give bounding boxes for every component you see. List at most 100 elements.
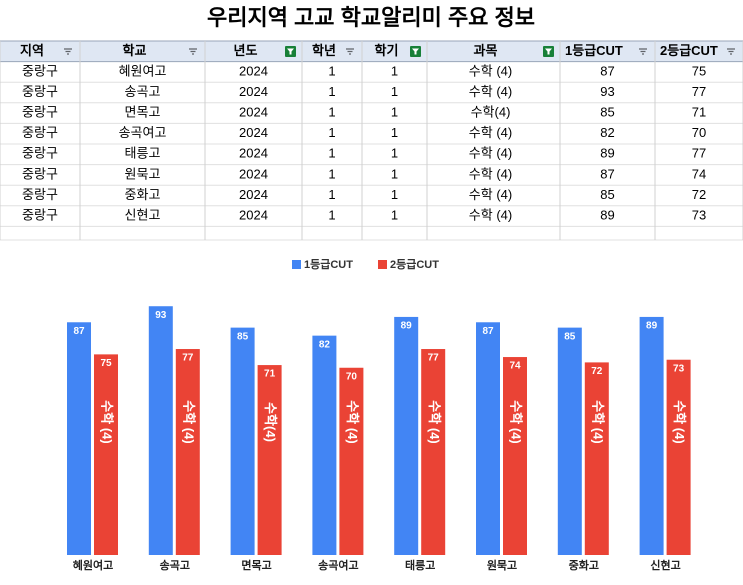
table-cell: 87	[600, 63, 614, 78]
table-cell: 1	[391, 63, 398, 78]
bar-annotation: 수학 (4)	[100, 400, 115, 443]
table-cell: 1	[328, 105, 335, 120]
table-cell: 2024	[239, 84, 268, 99]
table-cell: 2024	[239, 125, 268, 140]
table-cell: 72	[692, 187, 706, 202]
column-header: 과목	[474, 43, 498, 58]
bar	[257, 365, 282, 555]
data-label: 85	[237, 331, 249, 342]
table-cell: 1	[391, 105, 398, 120]
page-title: 우리지역 고교 학교알리미 주요 정보	[207, 5, 535, 30]
table-cell: 77	[692, 146, 706, 161]
column-header: 학기	[375, 43, 399, 58]
table-cell: 중랑구	[22, 146, 58, 161]
bar-annotation: 수학(4)	[263, 402, 278, 442]
filter-icon	[727, 48, 735, 55]
table-cell: 수학 (4)	[469, 166, 512, 181]
column-header: 1등급CUT	[565, 43, 623, 58]
table-cell: 중랑구	[22, 187, 58, 202]
data-label: 75	[100, 358, 112, 369]
table-cell: 73	[692, 208, 706, 223]
bar	[584, 362, 609, 555]
column-header: 학년	[312, 43, 336, 58]
filter-icon	[639, 48, 647, 55]
table-cell: 75	[692, 63, 706, 78]
table-cell: 2024	[239, 208, 268, 223]
table-cell: 1	[328, 146, 335, 161]
table-cell: 1	[391, 146, 398, 161]
x-tick-label: 신현고	[650, 558, 680, 572]
bar	[666, 359, 691, 555]
table-cell: 중랑구	[22, 125, 58, 140]
table-cell: 89	[600, 146, 614, 161]
table-cell: 1	[328, 125, 335, 140]
table-cell: 태릉고	[125, 146, 161, 161]
legend-swatch	[378, 260, 387, 269]
table-cell: 중랑구	[22, 208, 58, 223]
table-cell: 수학 (4)	[469, 146, 512, 161]
data-label: 70	[346, 371, 358, 382]
table-cell: 1	[391, 84, 398, 99]
filter-glyph	[412, 48, 419, 55]
table-cell: 수학 (4)	[469, 84, 512, 99]
bar-annotation: 수학 (4)	[345, 400, 360, 443]
data-label: 89	[646, 321, 658, 332]
table-cell: 원묵고	[125, 166, 161, 181]
filter-glyph	[287, 48, 294, 55]
table-cell: 1	[328, 208, 335, 223]
bar	[312, 335, 337, 555]
data-label: 77	[182, 353, 194, 364]
table-cell: 77	[692, 84, 706, 99]
bar	[421, 349, 446, 555]
filter-glyph	[545, 48, 552, 55]
table-cell: 수학 (4)	[469, 125, 512, 140]
table-cell: 수학(4)	[471, 105, 511, 120]
table-cell: 1	[391, 125, 398, 140]
table-cell: 수학 (4)	[469, 208, 512, 223]
bar	[639, 316, 664, 555]
data-label: 71	[264, 369, 276, 380]
table-cell: 74	[692, 166, 706, 181]
table-cell: 중랑구	[22, 63, 58, 78]
table-cell: 수학 (4)	[469, 63, 512, 78]
table-cell: 1	[328, 166, 335, 181]
column-header: 학교	[123, 43, 147, 58]
column-header: 2등급CUT	[660, 43, 718, 58]
table-cell: 89	[600, 208, 614, 223]
table-cell: 85	[600, 187, 614, 202]
filter-icon	[346, 48, 354, 55]
table-cell: 중화고	[125, 187, 161, 202]
x-tick-label: 태릉고	[405, 558, 435, 572]
bar-annotation: 수학 (4)	[509, 400, 524, 443]
bar	[339, 367, 364, 555]
data-label: 89	[401, 321, 413, 332]
bar-annotation: 수학 (4)	[590, 400, 605, 443]
table-cell: 1	[328, 63, 335, 78]
filter-icon	[64, 48, 72, 55]
data-label: 74	[509, 361, 521, 372]
table-cell: 중랑구	[22, 166, 58, 181]
table-cell: 수학 (4)	[469, 187, 512, 202]
x-tick-label: 중화고	[569, 558, 599, 572]
bar	[394, 316, 419, 555]
data-label: 77	[428, 353, 440, 364]
header-row	[0, 41, 743, 62]
bar	[503, 357, 527, 555]
table-cell: 신현고	[125, 208, 161, 223]
table-cell: 85	[600, 105, 614, 120]
table-cell: 71	[692, 105, 706, 120]
x-tick-label: 원묵고	[487, 558, 517, 572]
filter-icon	[189, 48, 197, 55]
bar	[557, 327, 582, 555]
table-cell: 1	[328, 187, 335, 202]
table-cell: 송곡여고	[119, 125, 167, 140]
column-header: 지역	[20, 43, 44, 58]
table-cell: 송곡고	[125, 84, 161, 99]
table-cell: 1	[391, 208, 398, 223]
bar-annotation: 수학 (4)	[427, 400, 442, 443]
table-cell: 2024	[239, 146, 268, 161]
table-cell: 2024	[239, 63, 268, 78]
x-tick-label: 송곡여고	[318, 558, 358, 572]
data-label: 73	[673, 363, 685, 374]
